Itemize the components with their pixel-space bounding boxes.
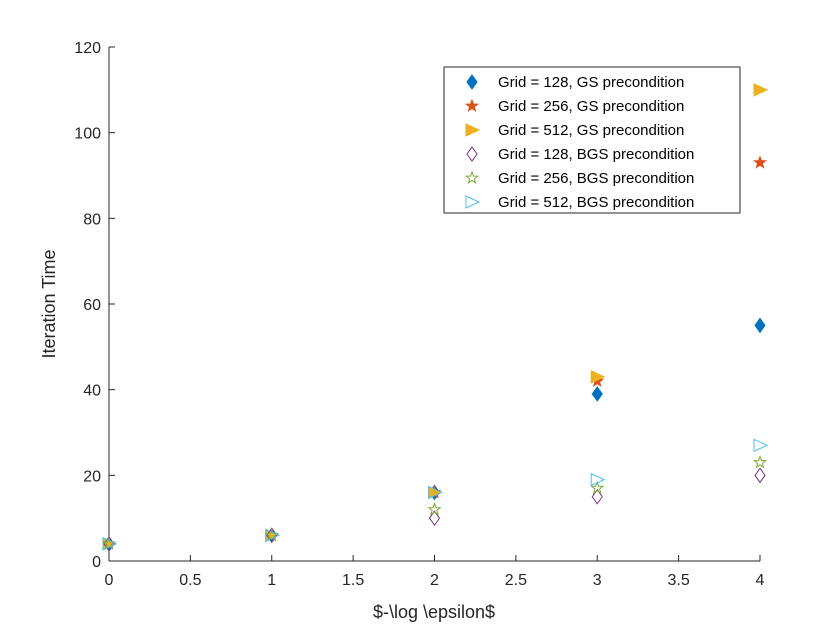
x-tick-label: 4	[756, 572, 765, 589]
data-markers	[101, 83, 769, 552]
x-tick-label: 1	[267, 572, 276, 589]
data-point-series-5	[264, 527, 279, 542]
legend-label-series-4: Grid = 128, BGS precondition	[498, 146, 694, 163]
y-tick-label: 60	[83, 297, 101, 314]
x-tick-label: 3.5	[668, 572, 690, 589]
legend-marker-series-1	[466, 74, 478, 90]
data-point-series-5	[590, 480, 605, 495]
legend-marker-series-5	[464, 170, 480, 185]
data-point-series-1	[591, 386, 603, 402]
data-point-series-6	[428, 485, 443, 500]
legend-label-series-3: Grid = 512, GS precondition	[498, 122, 684, 139]
data-point-series-1	[754, 317, 766, 334]
legend-marker-series-3	[465, 123, 481, 137]
data-point-series-4	[754, 467, 766, 484]
y-tick-label: 40	[83, 383, 101, 400]
legend-marker-series-4	[466, 146, 478, 162]
x-tick-label: 3	[593, 572, 602, 589]
x-tick-label: 1.5	[342, 572, 364, 589]
y-axis-title: Iteration Time	[39, 249, 59, 358]
x-tick-label: 2	[430, 572, 439, 589]
data-point-series-6	[102, 537, 118, 551]
data-point-series-3	[590, 370, 606, 384]
x-tick-label: 0.5	[179, 572, 201, 589]
legend-marker-series-6	[465, 195, 481, 209]
y-tick-label: 20	[83, 468, 101, 485]
y-tick-label: 120	[74, 40, 101, 57]
legend-label-series-5: Grid = 256, BGS precondition	[498, 170, 694, 187]
axes	[108, 46, 761, 562]
y-tick-label: 100	[74, 126, 101, 143]
data-point-series-5	[427, 502, 442, 516]
data-point-series-2	[752, 155, 768, 169]
data-point-series-5	[101, 536, 117, 550]
data-point-series-4	[591, 488, 603, 505]
legend-label-series-1: Grid = 128, GS precondition	[498, 74, 684, 91]
data-point-series-6	[265, 528, 280, 543]
data-point-series-3	[753, 83, 769, 97]
data-point-series-6	[753, 438, 769, 453]
y-tick-label: 80	[83, 211, 101, 228]
legend-box	[443, 66, 741, 214]
x-axis-title: $-\log \epsilon$	[373, 602, 495, 622]
x-tick-label: 0	[105, 572, 114, 589]
data-point-series-6	[590, 472, 606, 487]
legend: Grid = 128, GS precondition Grid = 256, G…	[443, 66, 741, 214]
data-point-series-4	[428, 510, 441, 527]
y-tick-label: 0	[92, 554, 101, 571]
legend-label-series-6: Grid = 512, BGS precondition	[498, 194, 694, 211]
data-point-series-5	[752, 455, 768, 469]
legend-marker-series-2	[464, 98, 480, 113]
x-tick-label: 2.5	[505, 572, 527, 589]
legend-label-series-2: Grid = 256, GS precondition	[498, 98, 684, 115]
